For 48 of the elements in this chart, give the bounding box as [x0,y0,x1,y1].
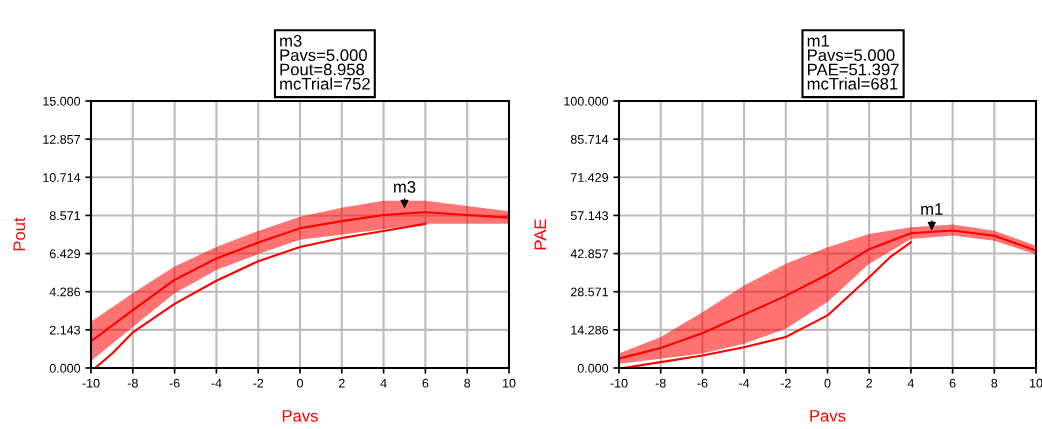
y-tick-label: 28.571 [570,287,608,297]
y-tick-label: 2.143 [49,325,81,335]
x-tick-label: 10 [1030,378,1042,388]
y-tick-label: 4.286 [49,287,81,297]
y-axis-title: PAE [534,219,547,250]
x-tick-label: -8 [655,378,666,388]
x-tick-label: -2 [780,378,791,388]
text: m3 Pavs=5.000 Pout=8.958 mcTrial=752 [280,34,370,90]
y-tick-label: 6.429 [49,249,80,259]
line-series [94,222,427,368]
annotation: m3 [394,180,416,193]
x-tick-label: -4 [739,378,750,388]
x-tick-label: 8 [991,378,998,388]
x-tick-label: 0 [297,378,303,388]
x-tick-label: 4 [907,378,915,388]
x-tick-label: 2 [338,378,345,388]
y-tick-label: 0.000 [49,363,81,373]
x-tick-label: -10 [82,378,100,388]
x-axis-title: Pavs [810,410,846,422]
y-axis-title: Pout [13,217,26,251]
x-tick-label: 10 [503,378,516,388]
y-tick-label: 15.000 [43,96,81,106]
x-tick-label: -10 [610,378,628,388]
annotation: m1 [921,203,943,215]
x-tick-label: -2 [253,378,264,388]
x-tick-label: 6 [949,378,956,388]
text: m1 Pavs=5.000 PAE=51.397 mcTrial=681 [807,35,899,90]
y-tick-label: 0.000 [577,363,609,373]
x-tick-label: 0 [824,378,831,388]
line-series [91,211,509,343]
y-tick-label: 85.714 [570,134,609,144]
y-tick-label: 8.571 [49,211,80,221]
y-tick-label: 57.143 [570,211,609,221]
x-tick-label: 2 [866,378,873,388]
y-tick-label: 100.000 [564,96,609,106]
y-tick-label: 71.429 [571,173,608,182]
x-axis-title: Pavs [282,410,318,422]
x-tick-label: 6 [422,378,429,388]
x-tick-label: -4 [211,378,222,388]
x-tick-label: 8 [464,378,471,388]
y-tick-label: 42.857 [570,249,608,259]
y-tick-label: 10.714 [43,173,81,182]
y-tick-label: 14.286 [571,325,609,335]
x-tick-label: -8 [127,378,138,388]
x-tick-label: -6 [169,378,180,388]
x-tick-label: -6 [697,378,708,388]
x-tick-label: 4 [380,378,387,388]
y-tick-label: 12.857 [43,134,80,144]
